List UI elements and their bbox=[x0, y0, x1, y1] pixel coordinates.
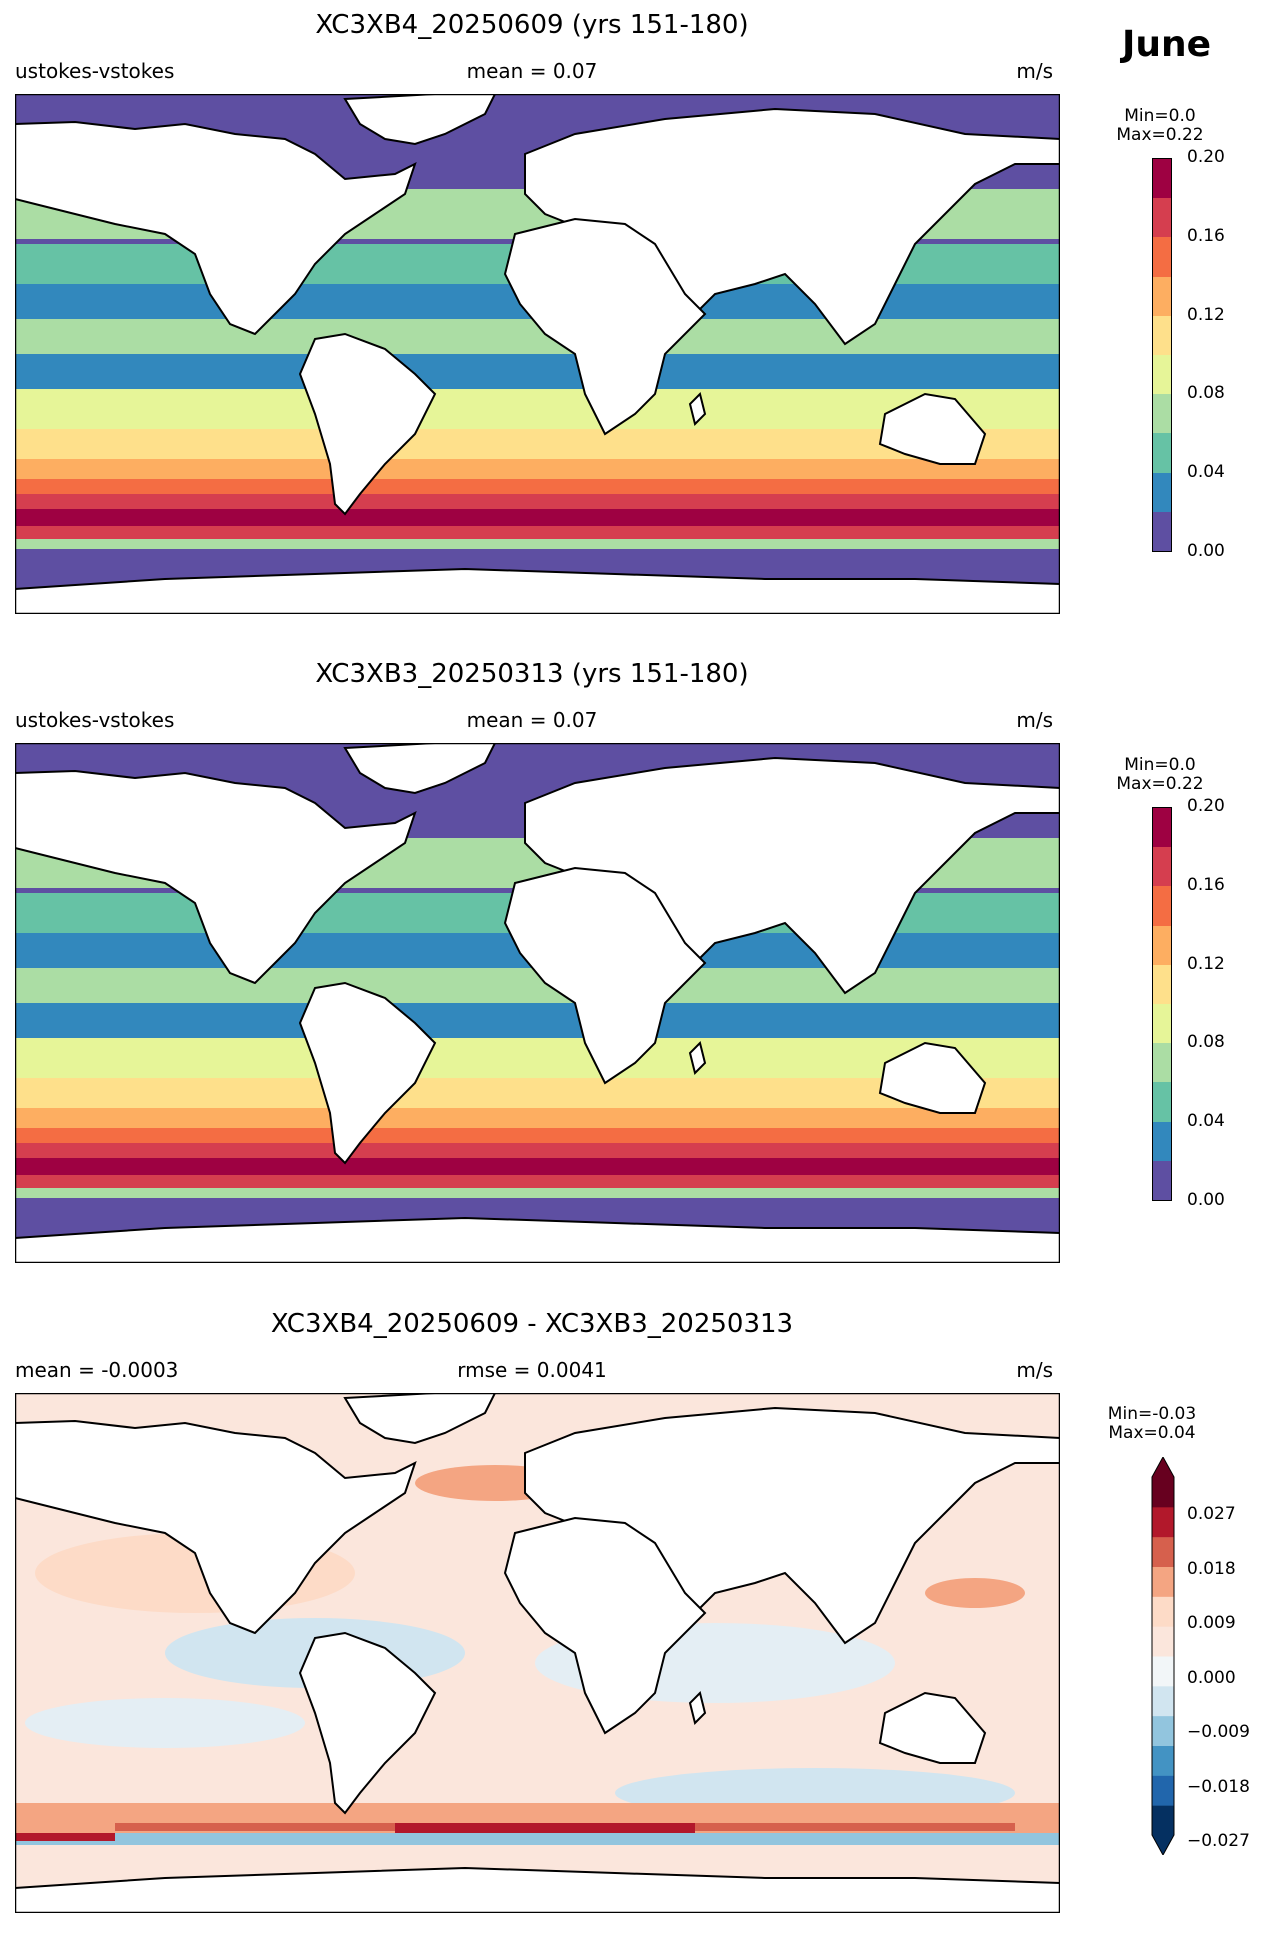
panel-2-colorbar-min: Min=0.0 bbox=[1124, 755, 1196, 775]
panel-3-units: m/s bbox=[1016, 1358, 1053, 1382]
colorbar-tick-label: 0.04 bbox=[1187, 462, 1225, 483]
panel-1-mean: mean = 0.07 bbox=[466, 59, 598, 83]
colorbar-segment bbox=[1153, 1003, 1171, 1044]
colorbar-tick-label: 0.12 bbox=[1187, 304, 1225, 325]
colorbar-tick-label: 0.08 bbox=[1187, 383, 1225, 404]
colorbar-segment bbox=[1153, 433, 1171, 473]
panel-3-map bbox=[15, 1393, 1060, 1913]
colorbar-segment bbox=[1152, 1805, 1174, 1836]
colorbar-segment bbox=[1152, 1745, 1174, 1776]
panel-3-rmse: rmse = 0.0041 bbox=[457, 1358, 607, 1382]
colorbar-segment bbox=[1152, 1566, 1174, 1597]
panel-1-units: m/s bbox=[1016, 59, 1053, 83]
colorbar-tick-label: 0.16 bbox=[1187, 225, 1225, 246]
colorbar-segment bbox=[1153, 1082, 1171, 1122]
colorbar-segment bbox=[1153, 276, 1171, 316]
colorbar-tick-label: 0.04 bbox=[1187, 1111, 1225, 1132]
colorbar-segment bbox=[1153, 886, 1171, 926]
colorbar-segment bbox=[1153, 159, 1171, 199]
colorbar-segment bbox=[1153, 315, 1171, 355]
panel-3-colorbar-min: Min=-0.03 bbox=[1107, 1404, 1197, 1424]
colorbar-segment bbox=[1152, 1715, 1174, 1746]
colorbar-segment bbox=[1152, 1596, 1174, 1627]
panel-1-colorbar bbox=[1152, 158, 1172, 552]
colorbar-segment bbox=[1152, 1775, 1174, 1806]
panel-1-colorbar-minmax: Min=0.0 Max=0.22 bbox=[1100, 107, 1220, 145]
panel-2-title: XC3XB3_20250313 (yrs 151-180) bbox=[315, 659, 749, 689]
colorbar-segment bbox=[1153, 1043, 1171, 1083]
colorbar-tick-label: 0.20 bbox=[1187, 147, 1225, 167]
colorbar-tick-label: 0.000 bbox=[1187, 1667, 1236, 1688]
colorbar-extend-max bbox=[1152, 1457, 1174, 1477]
colorbar-segment bbox=[1153, 1160, 1171, 1200]
colorbar-extend-min bbox=[1152, 1835, 1174, 1855]
colorbar-segment bbox=[1152, 1536, 1174, 1567]
colorbar-segment bbox=[1152, 1685, 1174, 1717]
colorbar-tick-label: 0.00 bbox=[1187, 541, 1225, 561]
colorbar-segment bbox=[1153, 354, 1171, 395]
panel-2-variable: ustokes-vstokes bbox=[15, 708, 175, 732]
panel-1-colorbar-max: Max=0.22 bbox=[1116, 125, 1204, 145]
colorbar-tick-label: 0.027 bbox=[1187, 1504, 1236, 1524]
colorbar-tick-label: 0.12 bbox=[1187, 953, 1225, 974]
colorbar-segment bbox=[1153, 472, 1171, 512]
panel-2-mean: mean = 0.07 bbox=[466, 708, 598, 732]
panel-3-colorbar-max: Max=0.04 bbox=[1108, 1423, 1196, 1443]
panel-2-units: m/s bbox=[1016, 708, 1053, 732]
colorbar-segment bbox=[1153, 925, 1171, 965]
panel-1-map bbox=[15, 94, 1060, 614]
colorbar-segment bbox=[1153, 808, 1171, 848]
colorbar-segment bbox=[1152, 1506, 1174, 1538]
colorbar-segment bbox=[1153, 237, 1171, 277]
panel-2-colorbar-max: Max=0.22 bbox=[1116, 774, 1204, 794]
panel-2-colorbar bbox=[1152, 807, 1172, 1201]
colorbar-tick-label: −0.027 bbox=[1187, 1831, 1250, 1851]
panel-1-variable: ustokes-vstokes bbox=[15, 59, 175, 83]
colorbar-tick-label: 0.20 bbox=[1187, 796, 1225, 816]
colorbar-segment bbox=[1153, 847, 1171, 887]
colorbar-segment bbox=[1153, 964, 1171, 1004]
colorbar-segment bbox=[1153, 394, 1171, 434]
colorbar-tick-label: 0.00 bbox=[1187, 1190, 1225, 1210]
panel-1-title: XC3XB4_20250609 (yrs 151-180) bbox=[315, 10, 749, 40]
colorbar-segment bbox=[1153, 198, 1171, 238]
colorbar-segment bbox=[1153, 1121, 1171, 1161]
colorbar-segment bbox=[1152, 1626, 1174, 1657]
colorbar-tick-label: 0.16 bbox=[1187, 874, 1225, 895]
colorbar-segment bbox=[1153, 511, 1171, 551]
panel-2-colorbar-minmax: Min=0.0 Max=0.22 bbox=[1100, 756, 1220, 794]
panel-3-title: XC3XB4_20250609 - XC3XB3_20250313 bbox=[270, 1309, 794, 1339]
colorbar-tick-label: 0.018 bbox=[1187, 1558, 1236, 1579]
colorbar-tick-label: 0.08 bbox=[1187, 1032, 1225, 1053]
colorbar-tick-label: −0.018 bbox=[1187, 1776, 1250, 1797]
panel-1-colorbar-min: Min=0.0 bbox=[1124, 106, 1196, 126]
month-label: June bbox=[1122, 24, 1212, 65]
colorbar-tick-label: −0.009 bbox=[1187, 1722, 1250, 1742]
panel-3-colorbar-minmax: Min=-0.03 Max=0.04 bbox=[1092, 1405, 1212, 1443]
panel-3-colorbar bbox=[1151, 1457, 1175, 1855]
panel-3-mean: mean = -0.0003 bbox=[15, 1358, 179, 1382]
colorbar-segment bbox=[1152, 1656, 1174, 1687]
colorbar-tick-label: 0.009 bbox=[1187, 1613, 1236, 1633]
panel-2-map bbox=[15, 743, 1060, 1263]
colorbar-segment bbox=[1152, 1477, 1174, 1508]
